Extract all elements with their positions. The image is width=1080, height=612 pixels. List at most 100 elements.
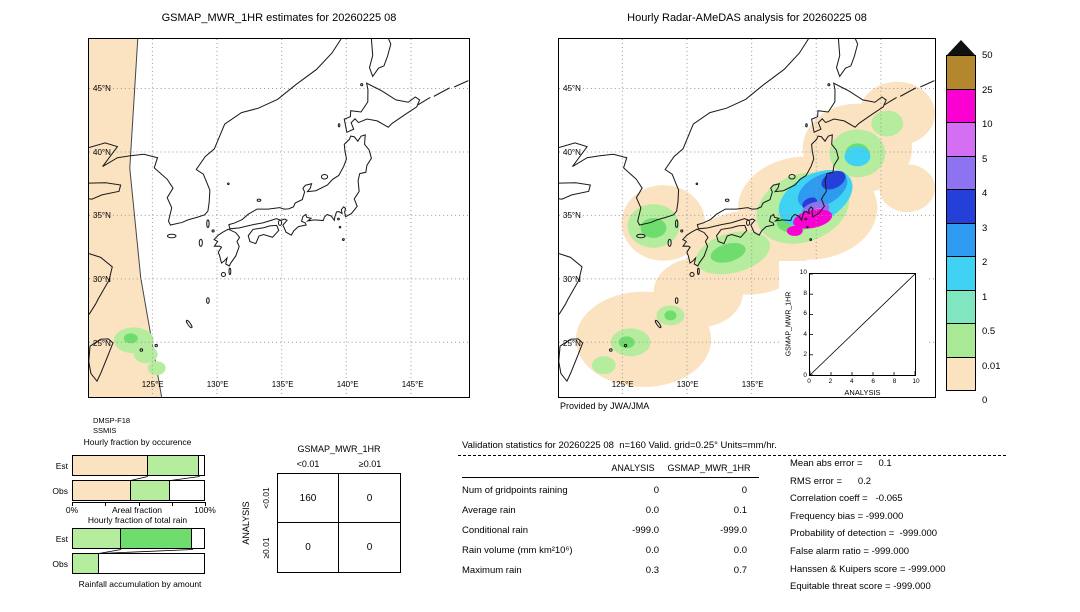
colorbar-block (946, 55, 976, 90)
colorbar-tick-label: 25 (982, 84, 993, 96)
stat-analysis-value: 0 (653, 484, 659, 496)
stat-label: Maximum rain (462, 564, 522, 576)
lat-tick-label: 40°N (93, 147, 111, 157)
stat-analysis-value: 0.0 (645, 504, 659, 516)
colorbar-blocks (946, 55, 976, 391)
stat-gsmap-value: -999.0 (720, 524, 747, 536)
contingency-row-header: ≥0.01 (261, 537, 271, 559)
lat-tick-label: 40°N (563, 147, 581, 157)
right-map-title: Hourly Radar-AMeDAS analysis for 2026022… (627, 12, 867, 24)
bar-segment (73, 554, 100, 573)
metric-line: Correlation coeff = -0.065 (790, 493, 903, 505)
scatter-inset: GSMAP_MWR_1HR 0 2 4 6 8 10 0 2 4 6 8 10 ANALYSIS (779, 261, 929, 397)
stats-header: Validation statistics for 20260225 08 n=… (462, 440, 777, 451)
colorbar-block (946, 122, 976, 157)
colorbar-tick-label: 1 (982, 291, 988, 303)
colorbar-block (946, 356, 976, 391)
accumulation-chart-title: Rainfall accumulation by amount (78, 579, 202, 589)
colorbar-tick-label: 0.5 (982, 326, 996, 337)
colorbar-block (946, 88, 976, 123)
contingency-row-header: <0.01 (261, 487, 271, 509)
stat-analysis-value: -999.0 (632, 524, 659, 536)
metric-line: Frequency bias = -999.000 (790, 510, 904, 522)
lat-tick-label: 35°N (93, 211, 111, 221)
lat-labels: 45°N 40°N 35°N 30°N 25°N (559, 39, 935, 397)
total-rain-obs-row: Obs (44, 553, 205, 574)
lon-labels: 125°E 130°E 135°E 140°E 145°E (89, 39, 469, 397)
colorbar-tick-label: 10 (982, 119, 993, 130)
axis-max-label: 100% (194, 505, 216, 515)
colorbar-tick-label: 5 (982, 153, 988, 165)
stat-gsmap-value: 0.7 (733, 564, 747, 576)
contingency-table: 160 0 0 0 (277, 473, 401, 573)
lon-tick-label: 130°E (206, 380, 229, 389)
bar-segment (73, 481, 131, 500)
colorbar-ticks: 50 25 10 5 4 3 2 1 0.5 0.01 0 (982, 40, 1042, 420)
lat-tick-label: 30°N (563, 275, 581, 285)
inset-y-tick-label: 4 (803, 330, 807, 338)
stats-col-header: GSMAP_MWR_1HR (667, 463, 751, 473)
occurrence-est-row: Est (44, 455, 205, 476)
rain-rate-colorbar: 50 25 10 5 4 3 2 1 0.5 0.01 0 (946, 40, 1046, 406)
metric-line: Equitable threat score = -999.000 (790, 581, 931, 593)
stat-gsmap-value: 0.0 (733, 544, 747, 556)
gridlines-layer (89, 39, 469, 397)
stats-row: Conditional rain -999.0 -999.0 (462, 520, 762, 540)
row-label: Est (55, 533, 68, 544)
contingency-title: GSMAP_MWR_1HR (297, 444, 381, 454)
radar-analysis-map: 45°N40°N35°N30°N25°N 125°E130°E135°E140°… (558, 38, 936, 398)
lon-tick-label: 130°E (676, 380, 699, 389)
metric-line: Hanssen & Kuipers score = -999.000 (790, 563, 946, 575)
colorbar-tick-label: 0.01 (982, 360, 1001, 372)
lon-tick-label: 125°E (611, 380, 634, 389)
stat-analysis-value: 0.3 (645, 564, 659, 576)
inset-x-tick-label: 6 (871, 378, 875, 385)
bar-segment (130, 481, 170, 500)
inset-x-tick-label: 2 (828, 378, 833, 385)
radar-credit: Provided by JWA/JMA (560, 401, 650, 411)
dashed-divider (458, 455, 1006, 456)
inset-x-axis-label: ANALYSIS (844, 388, 881, 397)
stats-table-header-row: ANALYSIS GSMAP_MWR_1HR (462, 460, 762, 476)
bar-segment (73, 529, 122, 548)
lat-tick-label: 30°N (93, 275, 111, 285)
inset-y-tick-label: 2 (803, 351, 807, 359)
lon-tick-label: 135°E (741, 380, 764, 389)
lon-tick-label: 140°E (336, 380, 359, 389)
lon-tick-label: 125°E (141, 380, 164, 389)
stats-table: ANALYSIS GSMAP_MWR_1HR Num of gridpoints… (462, 460, 762, 580)
stat-label: Num of gridpoints raining (462, 484, 568, 496)
metric-line: RMS error = 0.2 (790, 475, 872, 487)
precip-shading-layer (575, 81, 935, 388)
colorbar-block (946, 222, 976, 257)
colorbar-tick-label: 0 (982, 395, 988, 406)
row-label: Obs (52, 558, 68, 569)
bar-segment (73, 456, 148, 475)
contingency-cell: 0 (339, 474, 400, 523)
total-rain-chart-title: Hourly fraction of total rain (87, 515, 188, 525)
contingency-cell: 160 (278, 474, 339, 523)
colorbar-block (946, 323, 976, 358)
row-label: Est (55, 460, 68, 471)
lat-tick-label: 25°N (563, 339, 581, 348)
lat-labels: 45°N 40°N 35°N 30°N 25°N (89, 39, 469, 397)
lon-tick-label: 135°E (271, 380, 294, 389)
colorbar-block (946, 256, 976, 291)
colorbar-block (946, 289, 976, 324)
occurrence-obs-bar (72, 480, 205, 501)
contingency-col-header: ≥0.01 (358, 459, 382, 469)
total-rain-obs-bar (72, 553, 205, 574)
stats-row: Rain volume (mm km²10⁶) 0.0 0.0 (462, 540, 762, 560)
contingency-cell: 0 (278, 523, 339, 572)
colorbar-tick-label: 2 (982, 257, 988, 268)
inset-x-tick-label: 10 (912, 378, 920, 385)
stat-gsmap-value: 0 (741, 484, 747, 496)
inset-y-tick-label: 0 (803, 372, 807, 379)
stat-label: Rain volume (mm km²10⁶) (462, 544, 573, 556)
lat-tick-label: 45°N (563, 83, 581, 93)
total-rain-est-row: Est (44, 528, 205, 549)
row-label: Obs (52, 485, 68, 496)
areal-fraction-axis (72, 502, 206, 506)
bar-segment (121, 529, 193, 548)
